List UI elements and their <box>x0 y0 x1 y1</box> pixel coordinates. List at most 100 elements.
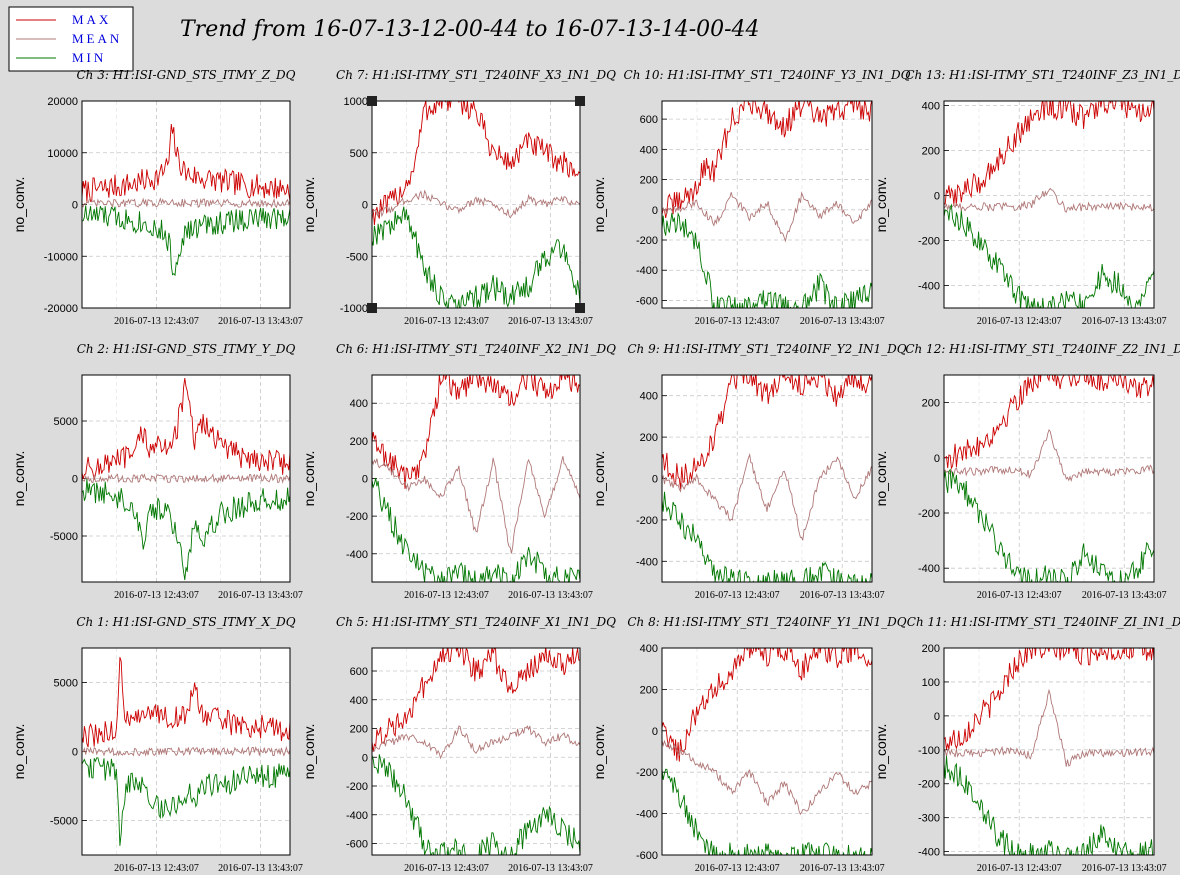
y-tick-label: -100 <box>918 745 940 757</box>
plot-area <box>82 101 290 308</box>
y-tick-label: 0 <box>652 474 658 486</box>
y-tick-label: 0 <box>362 474 368 486</box>
plot-frame <box>371 647 581 856</box>
plot-frame <box>661 374 873 583</box>
y-tick-label: -400 <box>918 563 940 575</box>
x-tick-label: 2016-07-13 12:43:07 <box>404 590 489 601</box>
y-axis-label: no_conv. <box>591 177 607 233</box>
series-line-max <box>372 101 580 226</box>
chart-panel: Ch 6: H1:ISI-ITMY_ST1_T240INF_X2_IN1_DQ -… <box>301 342 616 601</box>
y-tick-label: -5000 <box>50 816 78 828</box>
y-tick-label: -600 <box>636 850 658 862</box>
series-line-max <box>944 648 1154 750</box>
chart-panel: Ch 7: H1:ISI-ITMY_ST1_T240INF_X3_IN1_DQ -… <box>301 68 616 327</box>
chart-panel: Ch 9: H1:ISI-ITMY_ST1_T240INF_Y2_IN1_DQ -… <box>591 342 907 601</box>
y-tick-label: 200 <box>350 724 368 736</box>
chart-title: Ch 10: H1:ISI-ITMY_ST1_T240INF_Y3_IN1_DQ <box>624 68 911 82</box>
chart-title: Ch 11: H1:ISI-ITMY_ST1_T240INF_ZI_IN1_DQ <box>907 615 1180 629</box>
resize-handle[interactable] <box>575 303 585 313</box>
series-line-max <box>82 123 290 203</box>
plot-frame <box>661 647 873 856</box>
x-tick-label: 2016-07-13 12:43:07 <box>404 863 489 874</box>
y-tick-label: 200 <box>922 643 940 655</box>
y-tick-label: 10000 <box>47 148 78 160</box>
series-line-min <box>944 755 1154 855</box>
chart-title: Ch 1: H1:ISI-GND_STS_ITMY_X_DQ <box>76 615 295 629</box>
y-tick-label: -1000 <box>340 303 368 315</box>
y-tick-label: -200 <box>918 779 940 791</box>
y-tick-label: -400 <box>346 549 368 561</box>
y-axis-label: no_conv. <box>873 724 889 780</box>
y-tick-label: -400 <box>636 809 658 821</box>
resize-handle[interactable] <box>367 96 377 106</box>
series-line-mean <box>372 456 580 554</box>
series-line-mean <box>82 197 290 209</box>
chart-title: Ch 12: H1:ISI-ITMY_ST1_T240INF_Z2_IN1_DQ <box>905 342 1180 356</box>
y-tick-label: 0 <box>934 191 940 203</box>
series-line-min <box>372 206 580 308</box>
y-axis-label: no_conv. <box>591 451 607 507</box>
y-axis-label: no_conv. <box>11 177 27 233</box>
series-line-max <box>372 648 580 752</box>
selection-handles <box>367 96 585 313</box>
x-tick-label: 2016-07-13 12:43:07 <box>114 316 199 327</box>
y-tick-label: 200 <box>922 398 940 410</box>
x-tick-label: 2016-07-13 12:43:07 <box>695 590 780 601</box>
series-line-min <box>82 205 290 277</box>
plot-frame <box>943 100 1155 309</box>
y-tick-label: 5000 <box>54 416 78 428</box>
series-line-min <box>82 757 290 846</box>
legend-label-mean: MEAN <box>72 31 122 46</box>
x-tick-label: 2016-07-13 12:43:07 <box>114 590 199 601</box>
y-tick-label: -300 <box>918 813 940 825</box>
legend: MAX MEAN MIN <box>8 6 134 72</box>
resize-handle[interactable] <box>575 96 585 106</box>
y-axis-label: no_conv. <box>873 451 889 507</box>
y-tick-label: -10000 <box>44 251 78 263</box>
series-line-min <box>662 768 872 855</box>
page-title: Trend from 16-07-13-12-00-44 to 16-07-13… <box>180 17 760 42</box>
plot-frame <box>943 647 1155 856</box>
y-tick-label: 200 <box>922 146 940 158</box>
y-tick-label: -200 <box>346 511 368 523</box>
y-tick-label: 500 <box>350 148 368 160</box>
x-tick-label: 2016-07-13 12:43:07 <box>114 863 199 874</box>
y-tick-label: 0 <box>934 453 940 465</box>
plot-frame <box>81 374 291 583</box>
y-tick-label: 0 <box>652 726 658 738</box>
x-tick-label: 2016-07-13 13:43:07 <box>800 590 885 601</box>
y-axis-label: no_conv. <box>301 724 317 780</box>
chart-panel: Ch 13: H1:ISI-ITMY_ST1_T240INF_Z3_IN1_DQ… <box>873 68 1180 327</box>
series-line-max <box>662 375 872 490</box>
chart-panels: Ch 3: H1:ISI-GND_STS_ITMY_Z_DQ-20000-100… <box>11 68 1180 874</box>
x-tick-label: 2016-07-13 13:43:07 <box>1082 316 1167 327</box>
series-line-mean <box>662 191 872 243</box>
y-tick-label: -400 <box>636 265 658 277</box>
y-tick-label: -400 <box>918 281 940 293</box>
plot-area <box>372 648 580 855</box>
series-line-mean <box>82 472 290 484</box>
y-tick-label: 0 <box>72 747 78 759</box>
resize-handle[interactable] <box>367 303 377 313</box>
y-tick-label: -200 <box>636 767 658 779</box>
y-axis-label: no_conv. <box>11 724 27 780</box>
x-tick-label: 2016-07-13 12:43:07 <box>977 316 1062 327</box>
x-tick-label: 2016-07-13 13:43:07 <box>508 863 593 874</box>
series-line-min <box>662 212 872 308</box>
y-tick-label: 20000 <box>47 96 78 108</box>
plot-area <box>372 101 580 308</box>
x-tick-label: 2016-07-13 12:43:07 <box>404 316 489 327</box>
plot-frame <box>371 374 581 583</box>
y-tick-label: -200 <box>636 235 658 247</box>
series-line-max <box>662 101 872 218</box>
plot-frame <box>81 100 291 309</box>
series-line-max <box>82 378 290 480</box>
chart-panel: Ch 2: H1:ISI-GND_STS_ITMY_Y_DQ -5000 0 5000… <box>11 342 303 601</box>
y-tick-label: -400 <box>636 556 658 568</box>
y-tick-label: 0 <box>362 200 368 212</box>
series-line-mean <box>944 688 1154 767</box>
chart-title: Ch 2: H1:ISI-GND_STS_ITMY_Y_DQ <box>77 342 296 356</box>
y-axis-label: no_conv. <box>301 451 317 507</box>
y-tick-label: 600 <box>640 114 658 126</box>
y-axis-label: no_conv. <box>873 177 889 233</box>
